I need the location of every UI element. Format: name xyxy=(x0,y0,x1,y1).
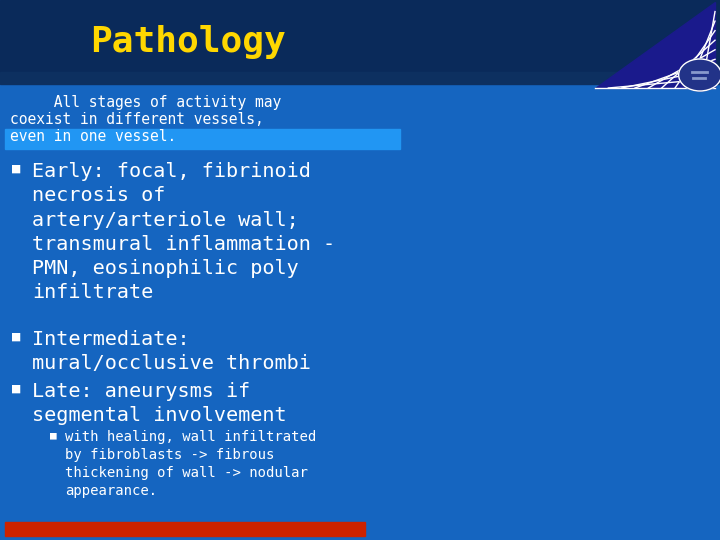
Circle shape xyxy=(679,59,720,91)
Bar xyxy=(5,522,365,536)
Text: Early: focal, fibrinoid
necrosis of
artery/arteriole wall;
transmural inflammati: Early: focal, fibrinoid necrosis of arte… xyxy=(32,162,335,302)
Text: ■: ■ xyxy=(12,330,20,344)
Bar xyxy=(0,0,720,72)
Text: Pathology: Pathology xyxy=(90,25,286,59)
Text: ■: ■ xyxy=(12,162,20,176)
Text: coexist in different vessels,: coexist in different vessels, xyxy=(10,112,264,127)
Text: with healing, wall infiltrated
by fibroblasts -> fibrous
thickening of wall -> n: with healing, wall infiltrated by fibrob… xyxy=(65,430,316,497)
Text: even in one vessel.: even in one vessel. xyxy=(10,129,176,144)
Text: Intermediate:
mural/occlusive thrombi: Intermediate: mural/occlusive thrombi xyxy=(32,330,311,373)
Text: ■: ■ xyxy=(50,430,57,440)
Bar xyxy=(0,72,720,84)
Text: ■: ■ xyxy=(12,382,20,396)
Bar xyxy=(5,129,400,149)
Polygon shape xyxy=(595,2,715,88)
Text: All stages of activity may: All stages of activity may xyxy=(10,95,282,110)
Text: Late: aneurysms if
segmental involvement: Late: aneurysms if segmental involvement xyxy=(32,382,287,426)
